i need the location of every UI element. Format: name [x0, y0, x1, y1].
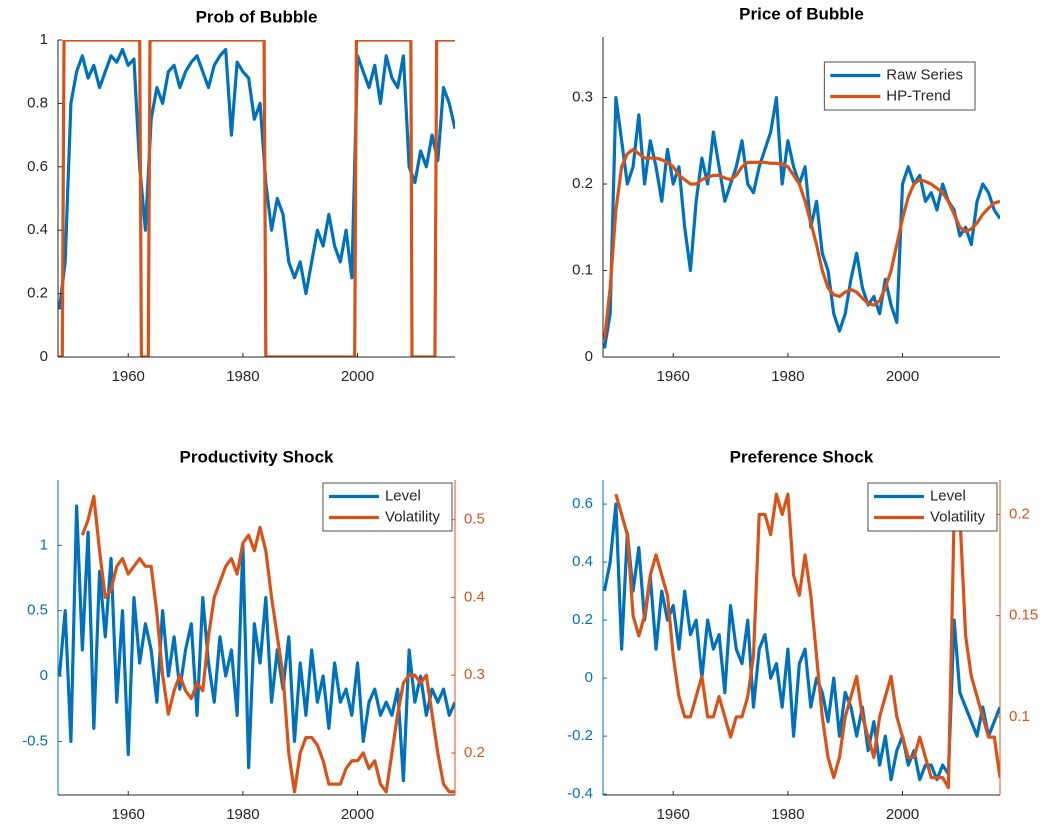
legend-label: HP-Trend: [886, 87, 950, 104]
subplot: Price of Bubble 1960 1980 2000 0 0.1 0.2 0.3 Raw…: [572, 4, 1000, 385]
subplot: Preference Shock 1960 1980 2000 -0.4 -0.2 0 0.2…: [567, 447, 1038, 822]
series-line: [603, 502, 1000, 782]
legend-box: [867, 482, 998, 532]
x-tick-label: 2000: [886, 368, 919, 385]
legend-label: Volatility: [385, 508, 441, 525]
legend-box: [823, 61, 976, 111]
y-tick-label: 0.8: [27, 94, 48, 111]
series-line: [58, 504, 455, 783]
series-line: [80, 494, 455, 794]
y-tick-label: 0.6: [27, 158, 48, 175]
y2-tick-label: 0.3: [464, 666, 485, 683]
y2-tick-label: 0.1: [1009, 708, 1030, 725]
series-line: [603, 95, 1000, 349]
y-tick-label: 0.6: [572, 495, 593, 512]
legend-box: [322, 482, 453, 532]
x-tick-label: 1960: [657, 368, 690, 385]
y2-tick-label: 0.2: [464, 744, 485, 761]
series-line: [603, 147, 1000, 340]
chart-title: Productivity Shock: [180, 447, 335, 466]
y2-tick-label: 0.5: [464, 511, 485, 528]
y-tick-label: -0.2: [567, 727, 593, 744]
x-tick-label: 1980: [226, 806, 259, 823]
legend-label: Volatility: [930, 508, 986, 525]
x-tick-label: 2000: [341, 368, 374, 385]
x-tick-label: 1980: [226, 368, 259, 385]
y-tick-label: 0.2: [27, 285, 48, 302]
x-tick-label: 1980: [771, 368, 804, 385]
x-tick-label: 1980: [771, 806, 804, 823]
y2-tick-label: 0.15: [1009, 607, 1038, 624]
series-line: [614, 492, 1000, 790]
y-tick-label: -0.4: [567, 785, 593, 802]
legend: Level Volatility: [867, 482, 998, 532]
y-tick-label: 0: [585, 669, 593, 686]
series-line: [58, 40, 455, 357]
legend-label: Level: [385, 487, 421, 504]
subplot: Prob of Bubble 1960 1980 2000 0 0.2 0.4 0.6 0.8 1: [27, 7, 455, 385]
y-tick-label: 1: [40, 31, 48, 48]
y-tick-label: 0: [40, 667, 48, 684]
y2-tick-label: 0.2: [1009, 505, 1030, 522]
y-tick-label: 0: [40, 348, 48, 365]
y-tick-label: 0.4: [572, 553, 593, 570]
legend: Level Volatility: [322, 482, 453, 532]
chart-title: Price of Bubble: [739, 4, 864, 23]
y-tick-label: 1: [40, 536, 48, 553]
x-tick-label: 1960: [112, 806, 145, 823]
x-tick-label: 2000: [886, 806, 919, 823]
y-tick-label: 0.3: [572, 89, 593, 106]
legend-label: Raw Series: [886, 66, 963, 83]
y-tick-label: 0.5: [27, 602, 48, 619]
y-tick-label: -0.5: [22, 732, 48, 749]
x-tick-label: 1960: [112, 368, 145, 385]
y-tick-label: 0.4: [27, 221, 48, 238]
subplot: Productivity Shock 1960 1980 2000 -0.5 0 0.5 1 0…: [22, 447, 485, 822]
y-tick-label: 0.2: [572, 611, 593, 628]
y-tick-label: 0.2: [572, 175, 593, 192]
y-tick-label: 0: [585, 348, 593, 365]
y2-tick-label: 0.4: [464, 588, 485, 605]
series-line: [58, 47, 455, 310]
y-tick-label: 0.1: [572, 261, 593, 278]
x-tick-label: 1960: [657, 806, 690, 823]
legend: Raw Series HP-Trend: [823, 61, 976, 111]
chart-title: Prob of Bubble: [196, 7, 318, 26]
legend-label: Level: [930, 487, 966, 504]
x-tick-label: 2000: [341, 806, 374, 823]
chart-title: Preference Shock: [730, 447, 874, 466]
